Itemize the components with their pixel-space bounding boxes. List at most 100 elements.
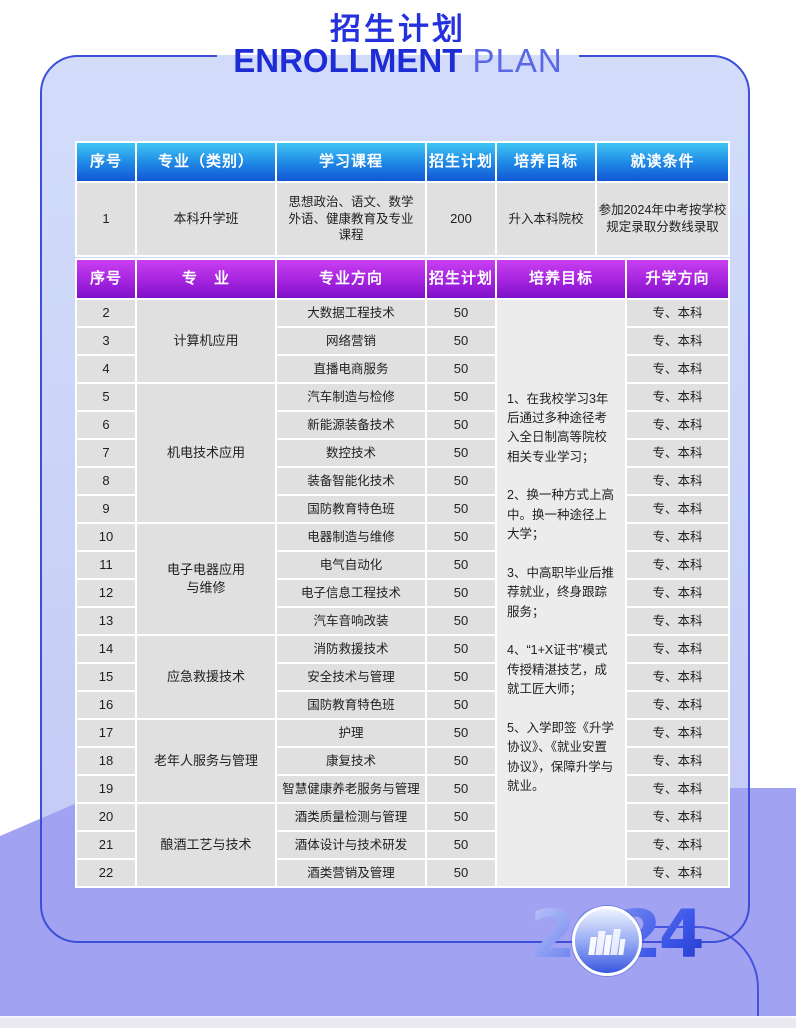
plan-count-cell: 50 (427, 580, 495, 606)
page-title-english: ENROLLMENT PLAN (0, 42, 796, 80)
pathway-cell: 专、本科 (627, 356, 728, 382)
pathway-cell: 专、本科 (627, 748, 728, 774)
row-number-cell: 18 (77, 748, 135, 774)
plan-count-cell: 50 (427, 524, 495, 550)
plan-count-cell: 50 (427, 328, 495, 354)
year-2024-graphic: 2024 (530, 902, 730, 1002)
pathway-cell: 专、本科 (627, 608, 728, 634)
plan-count-cell: 50 (427, 384, 495, 410)
plan-header-goal: 培养目标 (497, 260, 625, 298)
major-group-cell: 酿酒工艺与技术 (137, 804, 275, 886)
title-plan: PLAN (462, 42, 563, 79)
row-number-cell: 19 (77, 776, 135, 802)
major-direction-cell: 数控技术 (277, 440, 425, 466)
row-number-cell: 15 (77, 664, 135, 690)
plan-count-cell: 50 (427, 496, 495, 522)
row-number-cell: 8 (77, 468, 135, 494)
row-number-cell: 7 (77, 440, 135, 466)
major-direction-cell: 国防教育特色班 (277, 496, 425, 522)
major-direction-cell: 直播电商服务 (277, 356, 425, 382)
major-direction-cell: 汽车音响改装 (277, 608, 425, 634)
major-direction-cell: 国防教育特色班 (277, 692, 425, 718)
prep-header-courses: 学习课程 (277, 143, 425, 181)
major-direction-cell: 酒体设计与技术研发 (277, 832, 425, 858)
major-group-cell: 电子电器应用 与维修 (137, 524, 275, 634)
row-number-cell: 16 (77, 692, 135, 718)
major-group-cell: 机电技术应用 (137, 384, 275, 522)
major-direction-cell: 安全技术与管理 (277, 664, 425, 690)
plan-count-cell: 50 (427, 692, 495, 718)
plan-header-pathway: 升学方向 (627, 260, 728, 298)
training-goal-cell: 1、在我校学习3年后通过多种途径考入全日制高等院校相关专业学习； 2、换一种方式… (497, 300, 625, 886)
row-number-cell: 2 (77, 300, 135, 326)
plan-count-cell: 50 (427, 608, 495, 634)
plan-count-cell: 50 (427, 832, 495, 858)
major-direction-cell: 大数据工程技术 (277, 300, 425, 326)
pathway-cell: 专、本科 (627, 860, 728, 886)
row-number-cell: 11 (77, 552, 135, 578)
row-number-cell: 5 (77, 384, 135, 410)
plan-header-no: 序号 (77, 260, 135, 298)
plan-header-major: 专 业 (137, 260, 275, 298)
pathway-cell: 专、本科 (627, 776, 728, 802)
plan-count-cell: 50 (427, 468, 495, 494)
major-direction-cell: 装备智能化技术 (277, 468, 425, 494)
plan-header-plan: 招生计划 (427, 260, 495, 298)
plan-count-cell: 50 (427, 776, 495, 802)
major-direction-cell: 电子信息工程技术 (277, 580, 425, 606)
plan-count-cell: 50 (427, 412, 495, 438)
major-direction-cell: 电器制造与维修 (277, 524, 425, 550)
prep-row-goal: 升入本科院校 (497, 183, 595, 255)
pathway-cell: 专、本科 (627, 468, 728, 494)
major-direction-cell: 酒类营销及管理 (277, 860, 425, 886)
title-enrollment: ENROLLMENT (233, 42, 463, 79)
prep-header-condition: 就读条件 (597, 143, 728, 181)
plan-count-cell: 50 (427, 440, 495, 466)
major-direction-cell: 护理 (277, 720, 425, 746)
pathway-cell: 专、本科 (627, 300, 728, 326)
pathway-cell: 专、本科 (627, 720, 728, 746)
plan-header-direction: 专业方向 (277, 260, 425, 298)
pathway-cell: 专、本科 (627, 692, 728, 718)
major-group-cell: 计算机应用 (137, 300, 275, 382)
plan-count-cell: 50 (427, 300, 495, 326)
major-direction-cell: 康复技术 (277, 748, 425, 774)
row-number-cell: 9 (77, 496, 135, 522)
pathway-cell: 专、本科 (627, 804, 728, 830)
major-direction-cell: 新能源装备技术 (277, 412, 425, 438)
page-title-chinese: 招生计划 (330, 12, 466, 47)
major-direction-cell: 智慧健康养老服务与管理 (277, 776, 425, 802)
pathway-cell: 专、本科 (627, 832, 728, 858)
row-number-cell: 12 (77, 580, 135, 606)
major-direction-cell: 电气自动化 (277, 552, 425, 578)
plan-count-cell: 50 (427, 664, 495, 690)
plan-table: 序号 专 业 专业方向 招生计划 培养目标 升学方向 1、在我校学习3年后通过多… (75, 258, 730, 888)
pathway-cell: 专、本科 (627, 440, 728, 466)
major-group-cell: 老年人服务与管理 (137, 720, 275, 802)
major-direction-cell: 酒类质量检测与管理 (277, 804, 425, 830)
pathway-cell: 专、本科 (627, 328, 728, 354)
prep-class-table: 序号 专业（类别） 学习课程 招生计划 培养目标 就读条件 1 本科升学班 思想… (75, 141, 730, 257)
plan-count-cell: 50 (427, 552, 495, 578)
row-number-cell: 22 (77, 860, 135, 886)
prep-header-goal: 培养目标 (497, 143, 595, 181)
row-number-cell: 13 (77, 608, 135, 634)
plan-count-cell: 50 (427, 804, 495, 830)
row-number-cell: 4 (77, 356, 135, 382)
prep-header-plan: 招生计划 (427, 143, 495, 181)
row-number-cell: 17 (77, 720, 135, 746)
major-direction-cell: 汽车制造与检修 (277, 384, 425, 410)
plan-count-cell: 50 (427, 356, 495, 382)
pathway-cell: 专、本科 (627, 580, 728, 606)
year-circle-badge (572, 906, 642, 976)
title-english-text: ENROLLMENT PLAN (217, 42, 579, 80)
pathway-cell: 专、本科 (627, 496, 728, 522)
major-direction-cell: 消防救援技术 (277, 636, 425, 662)
pathway-cell: 专、本科 (627, 636, 728, 662)
row-number-cell: 10 (77, 524, 135, 550)
major-group-cell: 应急救援技术 (137, 636, 275, 718)
plan-count-cell: 50 (427, 720, 495, 746)
pathway-cell: 专、本科 (627, 384, 728, 410)
prep-row-plan: 200 (427, 183, 495, 255)
prep-row-courses: 思想政治、语文、数学 外语、健康教育及专业 课程 (277, 183, 425, 255)
